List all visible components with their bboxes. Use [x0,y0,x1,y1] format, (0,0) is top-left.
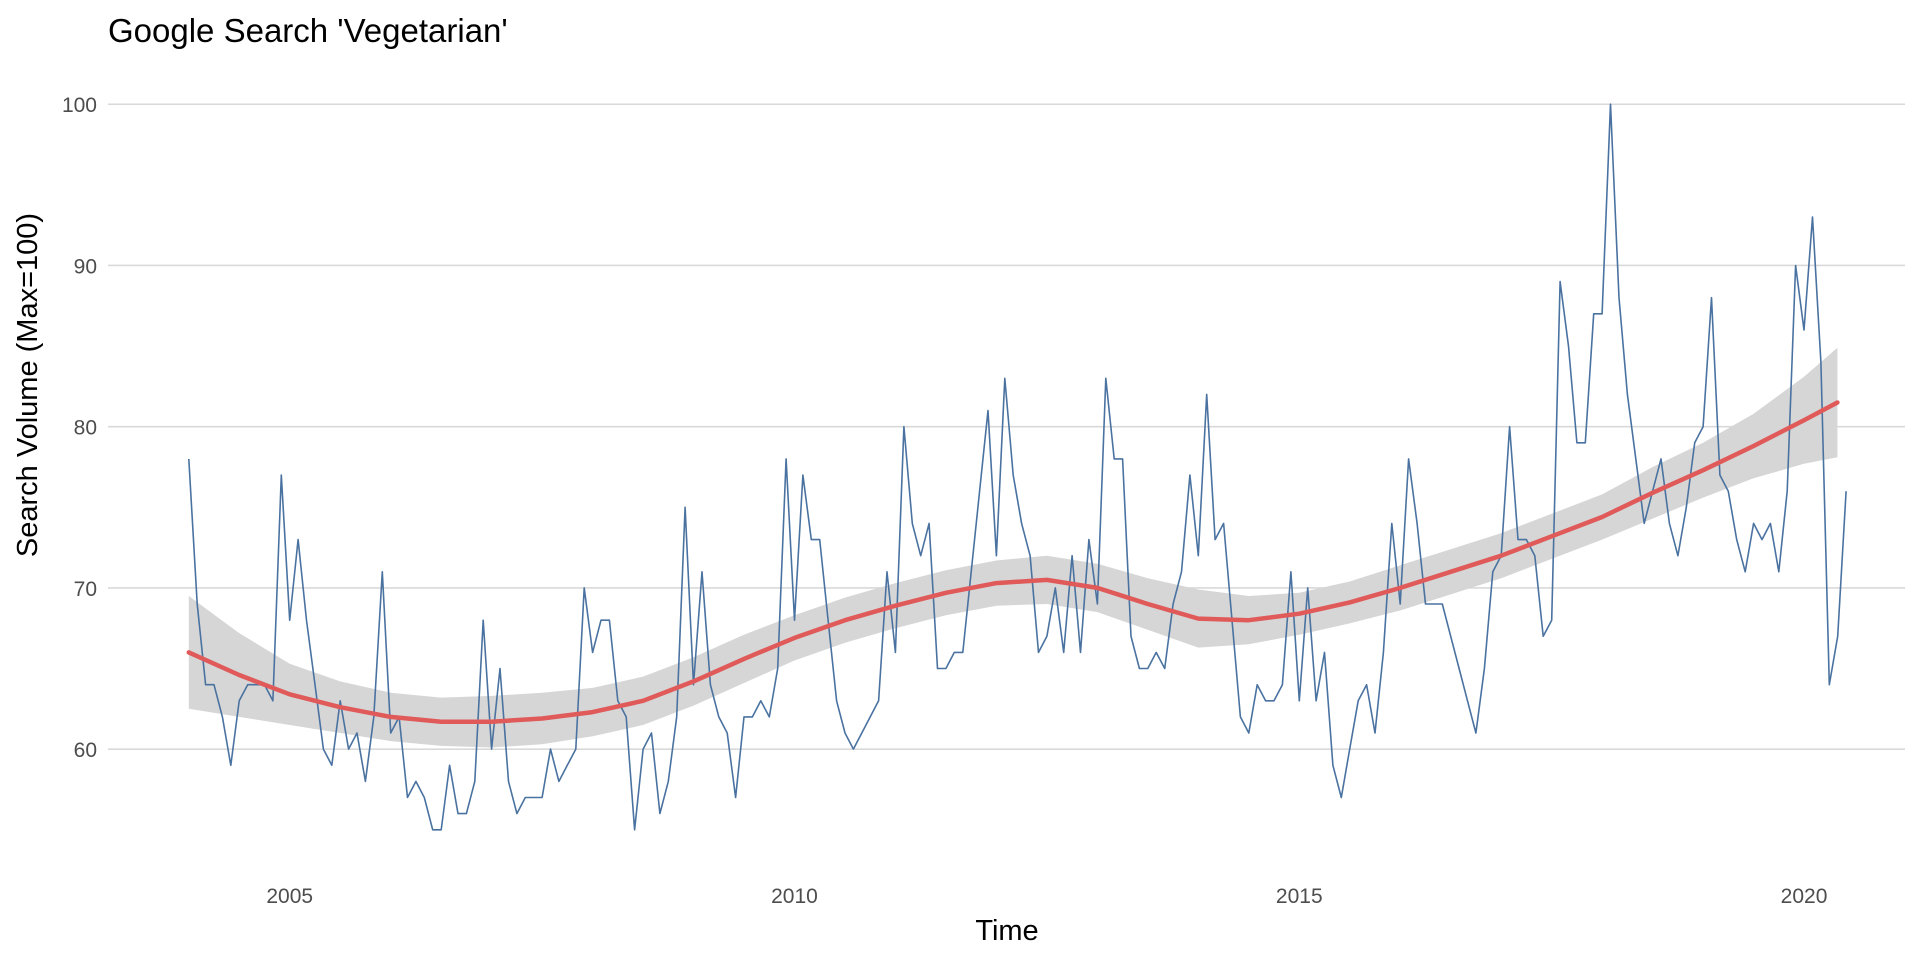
y-tick-labels: 60 70 80 90 100 [62,94,97,762]
search-volume-line [188,103,1847,831]
y-tick-90: 90 [74,255,97,278]
x-axis-title: Time [975,915,1038,947]
x-tick-labels: 2005 2010 2015 2020 [266,885,1827,908]
x-tick-2010: 2010 [771,885,818,908]
gridlines [108,103,1905,750]
confidence-band [188,347,1838,748]
smooth-confidence-band [188,347,1838,748]
chart-title: Google Search 'Vegetarian' [108,12,508,49]
y-axis-title: Search Volume (Max=100) [12,213,44,557]
series-lines [186,103,1847,831]
smooth-trend-line [186,400,1840,724]
y-tick-80: 80 [74,417,97,440]
y-tick-70: 70 [74,578,97,601]
y-tick-100: 100 [62,94,97,117]
y-tick-60: 60 [74,739,97,762]
x-tick-2020: 2020 [1781,885,1828,908]
x-tick-2005: 2005 [266,885,313,908]
x-tick-2015: 2015 [1276,885,1323,908]
